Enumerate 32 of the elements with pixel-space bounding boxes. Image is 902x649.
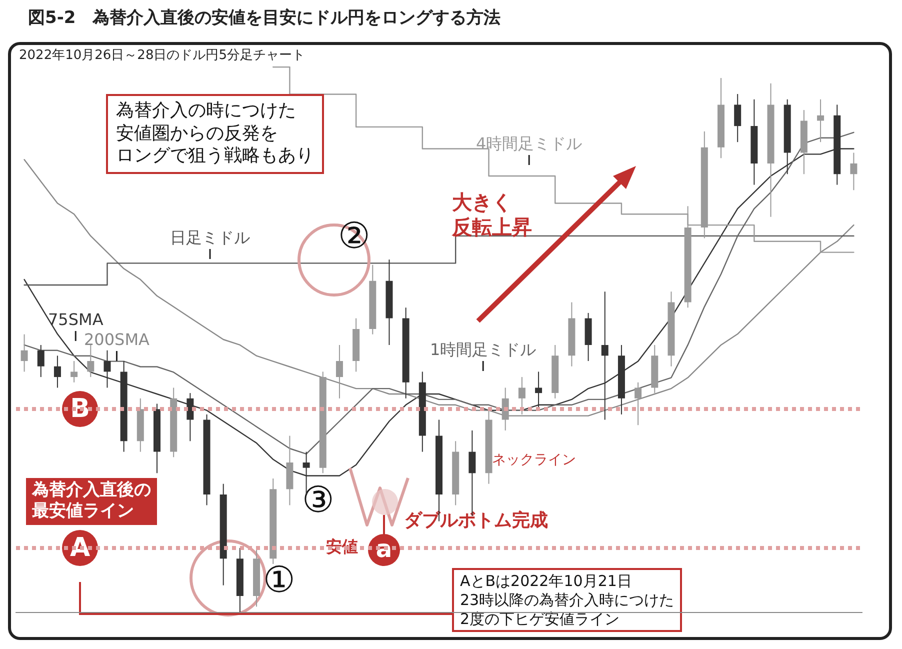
text: 1時間足ミドル (430, 340, 536, 360)
text: 200SMA (84, 330, 150, 350)
candlestick (20, 334, 28, 372)
annotation: ダブルボトム完成 (404, 510, 548, 532)
series-label: 日足ミドル (170, 228, 250, 248)
series-label: 75SMA (48, 310, 104, 330)
candlestick (850, 152, 858, 191)
candlestick (601, 291, 608, 420)
candlestick (634, 382, 642, 426)
annotation: 大きく反転上昇 (452, 190, 532, 240)
chart-title: 図5-2 為替介入直後の安値を目安にドル円をロングする方法 (28, 8, 501, 30)
candlestick (104, 350, 111, 388)
candlestick (54, 355, 61, 388)
annotation: 為替介入直後の最安値ライン (26, 478, 157, 524)
annotation: ③ (302, 479, 334, 523)
candlestick (186, 392, 194, 442)
candlestick (734, 94, 742, 143)
candlestick (518, 376, 526, 415)
annotation: AとBは2022年10月21日23時以降の為替介入時につけた2度の下ヒゲ安値ライン (452, 568, 682, 632)
candlestick (336, 344, 343, 399)
candlestick (87, 344, 94, 378)
series-label: 4時間足ミドル (476, 134, 582, 154)
candlestick (502, 387, 509, 431)
candlestick (70, 360, 78, 383)
candlestick (37, 344, 44, 378)
annotation: ① (263, 559, 296, 603)
candlestick (535, 371, 542, 410)
annotation: 為替介入の時につけた安値圏からの反発をロングで狙う戦略もあり (106, 94, 324, 174)
chart-subtitle: 2022年10月26日～28日のドル円5分足チャート (16, 48, 308, 64)
candlestick (817, 98, 824, 143)
annotation: ② (338, 215, 370, 259)
annotation: ネックライン (492, 452, 576, 470)
